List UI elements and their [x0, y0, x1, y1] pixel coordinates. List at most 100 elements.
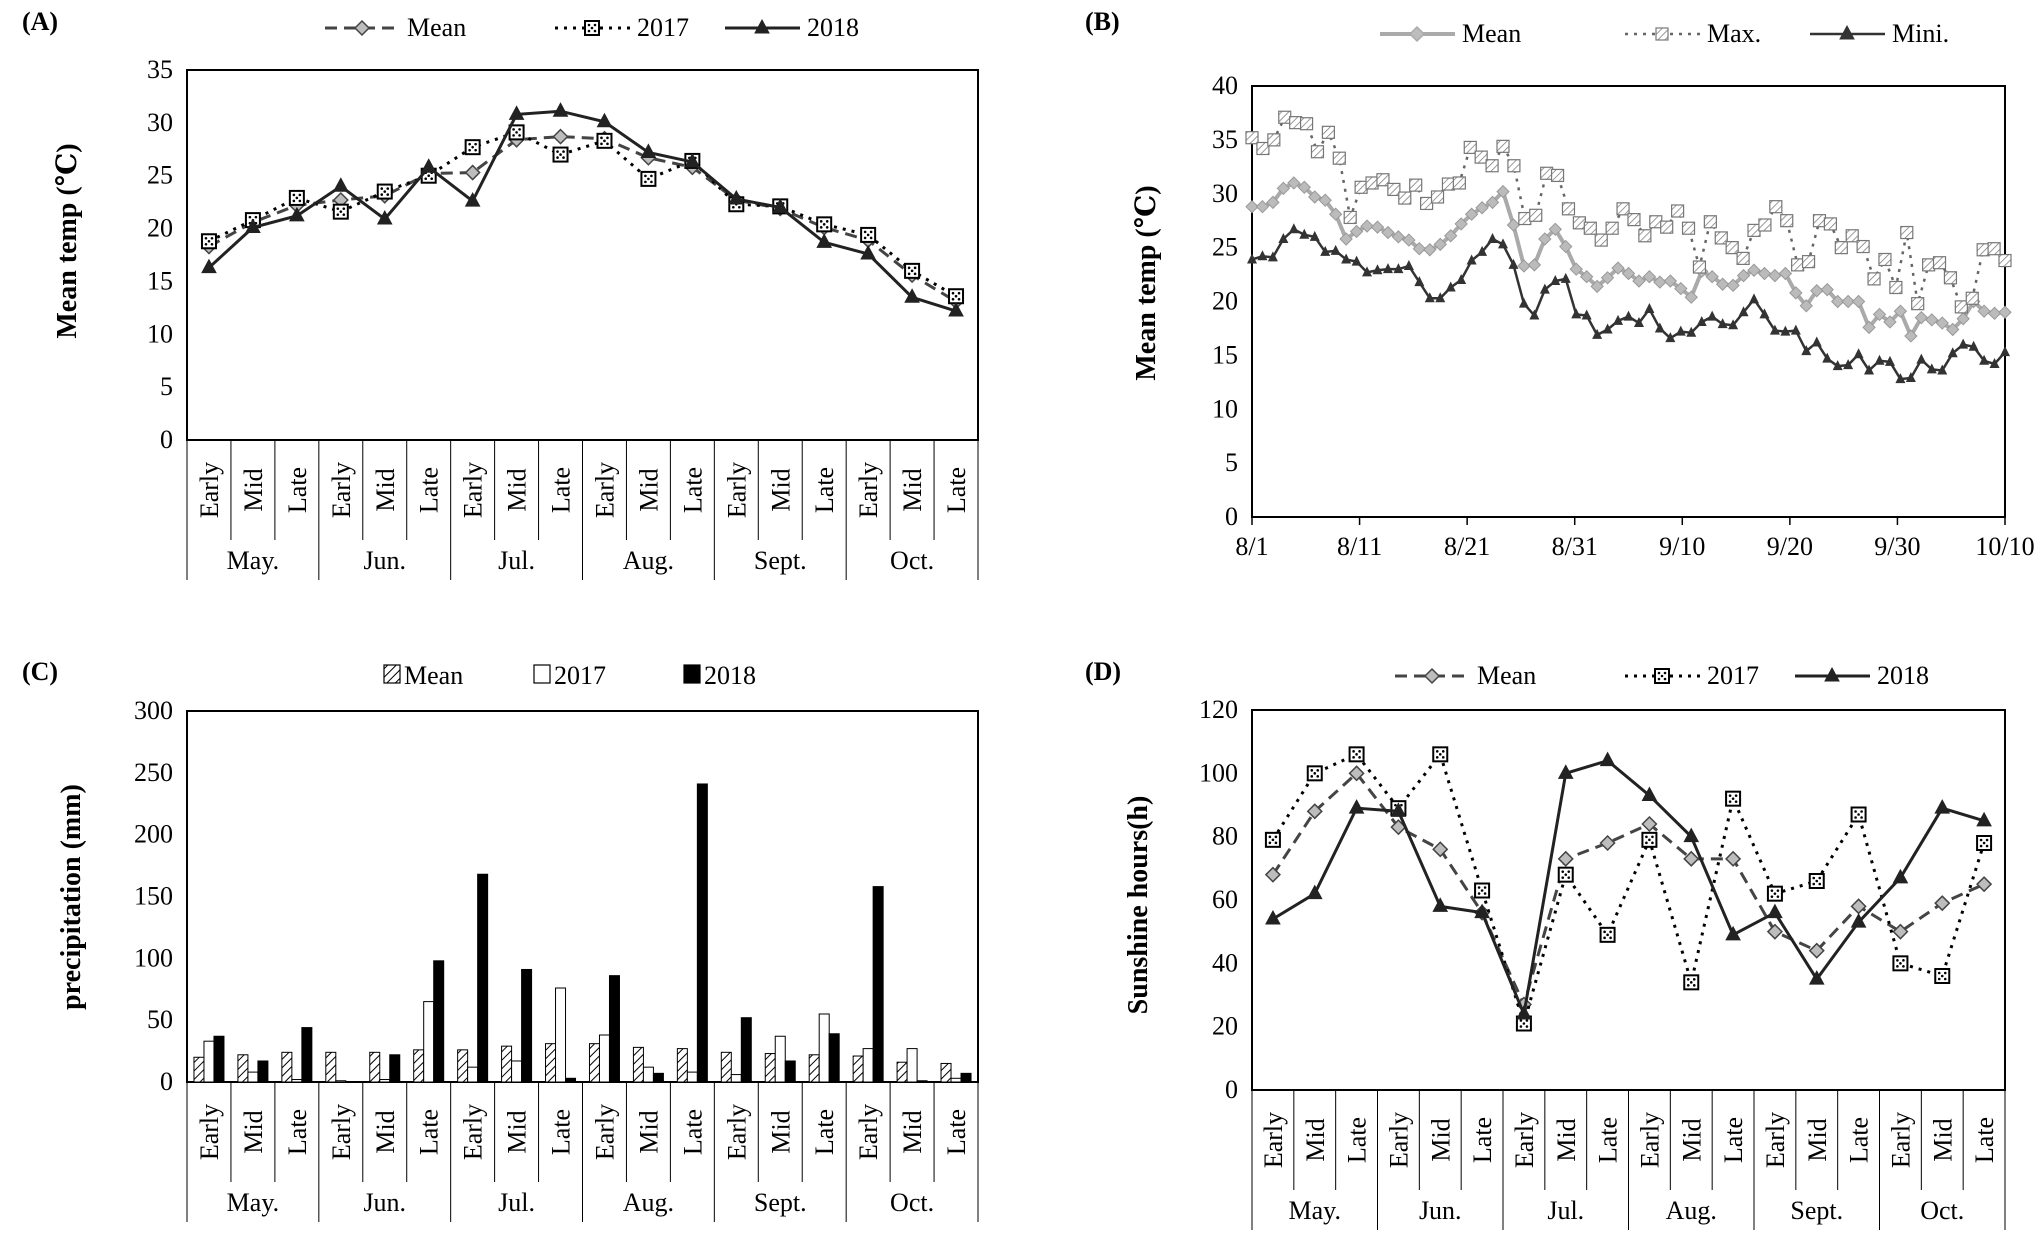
b-point-0-41 — [1674, 281, 1688, 296]
a-point-1-8 — [552, 146, 569, 163]
a-cat-label-10: Mid — [634, 468, 663, 511]
d-point-1-1 — [1306, 765, 1323, 782]
marker-dot — [1352, 756, 1355, 759]
b-point-0-0 — [1245, 199, 1259, 214]
b-point-0-64 — [1914, 310, 1929, 325]
marker-dot — [913, 272, 917, 276]
a-point-2-0 — [201, 258, 217, 274]
d-point-1-16 — [1934, 968, 1951, 984]
a-cat-label-9: Early — [590, 462, 619, 518]
b-point-2-44 — [1707, 310, 1718, 321]
c-bar-1-17 — [950, 1077, 962, 1083]
legend-item-2: 2018 — [725, 13, 859, 42]
marker-dot — [587, 23, 591, 27]
c-bar-1-7 — [511, 1060, 523, 1083]
b-point-1-43 — [1714, 231, 1728, 245]
a-ytick-6: 30 — [147, 108, 173, 137]
legend-item-0: Mean — [325, 13, 466, 42]
c-bar-1-9 — [598, 1034, 610, 1083]
b-point-1-55 — [1845, 229, 1859, 243]
b-point-2-50 — [1769, 324, 1780, 335]
d-point-1-12 — [1766, 885, 1783, 902]
a-line-2 — [207, 109, 957, 313]
d-ytick-4: 80 — [1212, 822, 1238, 851]
d-ytick-1: 20 — [1212, 1012, 1238, 1041]
b-point-0-46 — [1726, 278, 1740, 293]
c-series-2018 — [213, 783, 972, 1083]
y-axis-title-b: Mean temp (℃) — [1131, 185, 1162, 380]
b-point-1-1 — [1256, 141, 1270, 156]
c-bar-0-0 — [193, 1056, 205, 1083]
marker-dot — [515, 131, 518, 134]
b-point-1-7 — [1321, 125, 1335, 139]
b-point-0-72 — [1998, 305, 2012, 319]
b-point-2-16 — [1414, 276, 1425, 287]
b-point-1-39 — [1671, 204, 1685, 218]
b-point-0-27 — [1527, 258, 1542, 272]
d-point-1-13 — [1808, 873, 1825, 889]
a-point-2-7 — [508, 105, 525, 120]
c-group-label-1: Jun. — [363, 1188, 406, 1217]
marker-dot — [650, 180, 653, 184]
b-point-2-38 — [1644, 303, 1655, 314]
marker-dot — [1692, 978, 1696, 981]
b-point-0-23 — [1485, 195, 1500, 210]
b-point-0-65 — [1925, 313, 1939, 327]
marker-dot — [1815, 879, 1819, 883]
c-bar-1-12 — [730, 1074, 742, 1083]
marker-dot — [1860, 816, 1863, 819]
c-ytick-6: 300 — [134, 696, 173, 725]
b-point-2-65 — [1926, 363, 1937, 374]
b-point-1-12 — [1376, 173, 1390, 187]
c-cat-label-12: Early — [722, 1104, 751, 1160]
b-point-2-19 — [1445, 281, 1456, 292]
c-group-label-3: Aug. — [623, 1188, 674, 1217]
b-point-1-44 — [1725, 241, 1739, 255]
a-point-1-2 — [288, 189, 305, 206]
marker-dot — [380, 193, 384, 196]
d-point-2-12 — [1767, 903, 1783, 919]
b-point-2-55 — [1822, 352, 1833, 363]
c-series-2017 — [203, 987, 962, 1083]
d-point-0-4 — [1432, 841, 1449, 858]
marker-dot — [292, 193, 296, 197]
a-point-2-3 — [332, 177, 349, 192]
c-bar-0-10 — [632, 1046, 644, 1083]
marker-dot — [1686, 984, 1690, 987]
c-ytick-4: 200 — [134, 820, 173, 849]
marker-dot — [1734, 794, 1738, 797]
b-point-2-52 — [1790, 324, 1801, 335]
b-point-0-37 — [1632, 274, 1646, 288]
a-series-mean — [200, 128, 965, 310]
c-cat-label-17: Late — [942, 1109, 971, 1155]
marker-dot — [292, 199, 296, 203]
d-group-label-1: Jun. — [1419, 1196, 1462, 1225]
a-cat-label-12: Early — [722, 462, 751, 518]
d-point-0-16 — [1934, 895, 1951, 912]
marker-dot — [386, 193, 390, 196]
marker-dot — [869, 236, 873, 240]
b-point-2-29 — [1550, 275, 1561, 286]
a-point-1-0 — [200, 233, 217, 250]
c-cat-label-6: Early — [459, 1104, 488, 1160]
b-point-2-3 — [1278, 233, 1289, 244]
legend-b: Mean Max. Mini. — [1380, 19, 1949, 48]
b-point-0-7 — [1318, 193, 1332, 207]
plot-a: 0 5 10 15 20 25 30 35 Early Mid Late Early Mid Late Ea… — [147, 55, 979, 580]
marker-dot — [204, 236, 208, 240]
c-cat-label-16: Mid — [898, 1110, 927, 1153]
c-bar-0-12 — [720, 1051, 732, 1083]
c-bar-0-13 — [764, 1053, 776, 1083]
b-point-0-32 — [1579, 270, 1594, 284]
b-point-1-35 — [1627, 213, 1641, 227]
c-bar-2-9 — [608, 975, 620, 1083]
a-series-2017 — [200, 124, 965, 305]
b-point-2-68 — [1958, 338, 1969, 349]
marker-dot — [1940, 974, 1944, 978]
marker-dot — [559, 153, 562, 156]
marker-dot — [1603, 930, 1606, 934]
a-cat-label-11: Late — [678, 467, 707, 513]
d-point-1-7 — [1557, 866, 1574, 883]
a-cat-label-17: Late — [942, 467, 971, 513]
marker-dot — [207, 239, 211, 243]
